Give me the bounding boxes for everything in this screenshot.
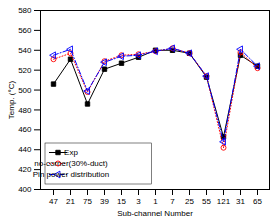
- svg-text:400: 400: [18, 185, 32, 194]
- svg-text:520: 520: [18, 66, 32, 75]
- svg-text:55: 55: [202, 197, 211, 206]
- svg-text:47: 47: [49, 197, 58, 206]
- svg-text:Exp: Exp: [64, 148, 78, 157]
- svg-text:480: 480: [18, 106, 32, 115]
- svg-text:560: 560: [18, 26, 32, 35]
- svg-text:440: 440: [18, 145, 32, 154]
- svg-text:Sub-channel Number: Sub-channel Number: [117, 209, 193, 218]
- svg-text:1: 1: [153, 197, 158, 206]
- svg-text:3: 3: [136, 197, 141, 206]
- svg-text:460: 460: [18, 125, 32, 134]
- svg-text:no-corner(30%-duct): no-corner(30%-duct): [34, 159, 108, 168]
- svg-text:21: 21: [66, 197, 75, 206]
- svg-text:31: 31: [236, 197, 245, 206]
- svg-text:500: 500: [18, 86, 32, 95]
- svg-text:39: 39: [100, 197, 109, 206]
- svg-text:121: 121: [217, 197, 231, 206]
- svg-text:540: 540: [18, 46, 32, 55]
- svg-text:420: 420: [18, 165, 32, 174]
- svg-text:75: 75: [83, 197, 92, 206]
- svg-text:Pin power distribution: Pin power distribution: [33, 170, 109, 179]
- svg-text:65: 65: [253, 197, 262, 206]
- svg-text:Temp. (°C): Temp. (°C): [7, 81, 16, 120]
- svg-text:15: 15: [117, 197, 126, 206]
- svg-text:7: 7: [170, 197, 175, 206]
- svg-text:25: 25: [185, 197, 194, 206]
- svg-text:580: 580: [18, 6, 32, 15]
